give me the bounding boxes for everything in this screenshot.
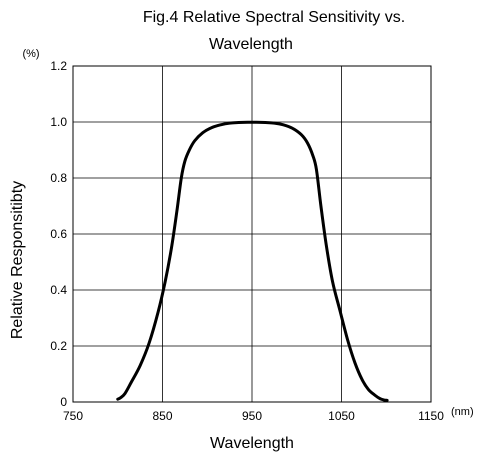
x-tick-label: 750 xyxy=(63,409,83,423)
y-tick-label: 0.4 xyxy=(50,283,67,297)
tick-label-layer: 750 850 950 1050 1150 0 0.2 0.4 0.6 0.8 1.0 1.2 xyxy=(50,59,444,423)
grid-layer xyxy=(73,66,431,402)
y-axis-label: Relative Responsitibty xyxy=(9,181,26,339)
chart-title-line-1: Fig.4 Relative Spectral Sensitivity vs. xyxy=(143,9,405,26)
x-tick-label: 1150 xyxy=(418,409,444,423)
x-tick-label: 950 xyxy=(242,409,262,423)
sensitivity-curve xyxy=(116,120,389,402)
chart-title-line-2: Wavelength xyxy=(209,36,293,53)
y-tick-label: 0.8 xyxy=(50,171,67,185)
x-tick-label: 850 xyxy=(152,409,172,423)
y-tick-label: 0.6 xyxy=(50,227,67,241)
y-axis-unit: (%) xyxy=(22,48,39,60)
x-axis-unit: (nm) xyxy=(451,406,474,418)
y-tick-label: 0 xyxy=(60,395,67,409)
x-tick-label: 1050 xyxy=(328,409,355,423)
y-tick-label: 1.2 xyxy=(50,59,67,73)
y-tick-label: 0.2 xyxy=(50,339,67,353)
y-tick-label: 1.0 xyxy=(50,115,67,129)
plot-frame xyxy=(72,65,432,403)
x-axis-label: Wavelength xyxy=(210,435,294,452)
series-layer xyxy=(116,120,389,402)
